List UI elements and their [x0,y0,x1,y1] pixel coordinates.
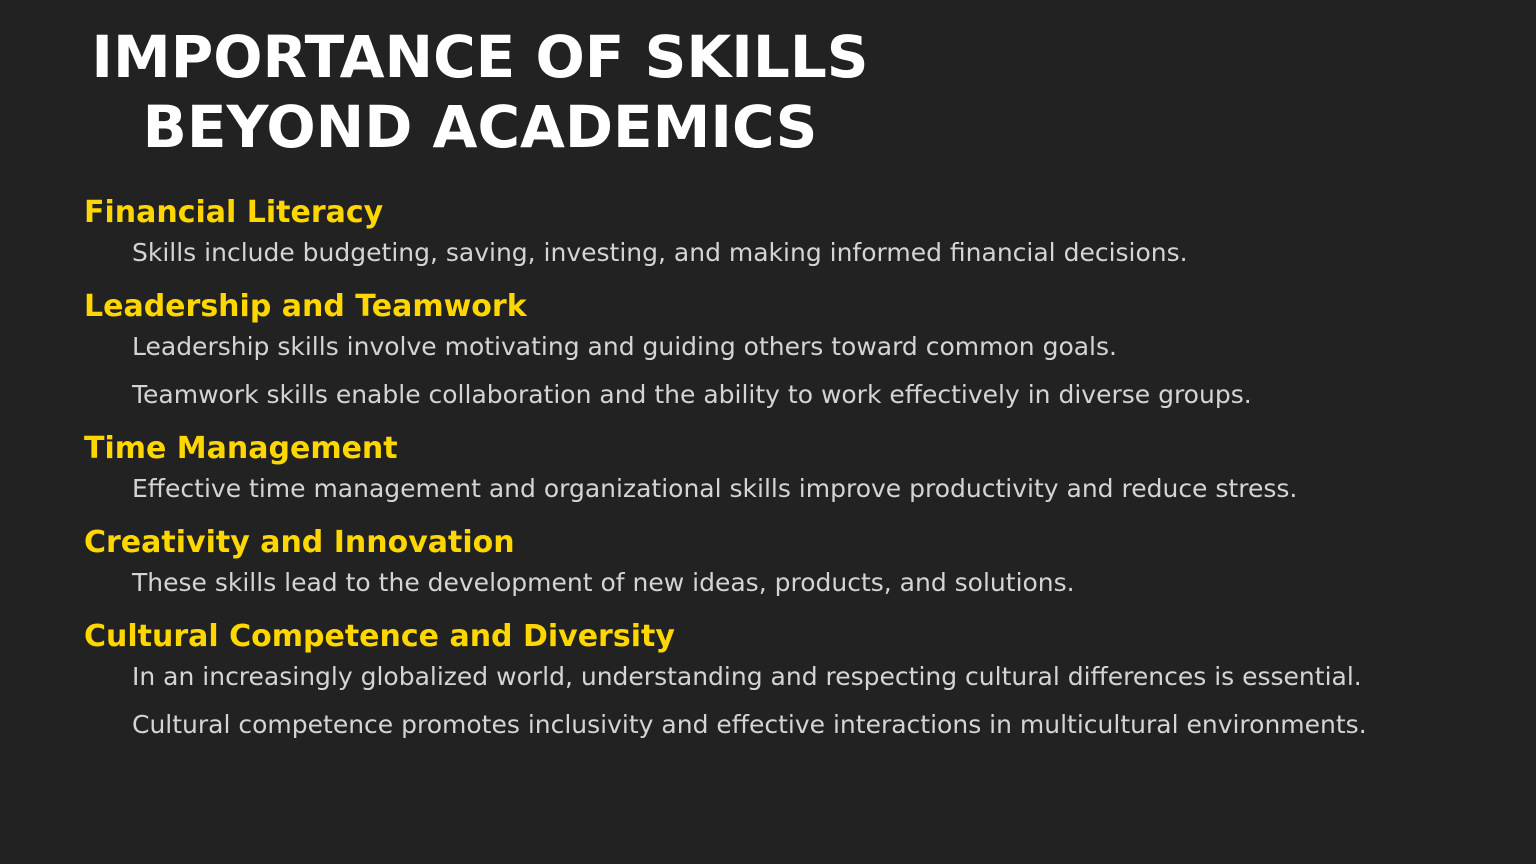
section-heading: Creativity and Innovation [84,525,515,560]
section-heading: Cultural Competence and Diversity [84,619,675,654]
section-leadership-teamwork: Leadership and Teamwork Leadership skill… [84,286,1524,410]
section-time-management: Time Management Effective time managemen… [84,428,1524,504]
slide-title-line-2: BEYOND ACADEMICS [142,93,818,161]
slide-content: Financial Literacy Skills include budget… [84,192,1524,758]
section-creativity-innovation: Creativity and Innovation These skills l… [84,522,1524,598]
slide-title-line-1: IMPORTANCE OF SKILLS [91,23,869,91]
section-point: Cultural competence promotes inclusivity… [132,710,1367,739]
section-heading: Financial Literacy [84,195,384,230]
section-financial-literacy: Financial Literacy Skills include budget… [84,192,1524,268]
section-heading: Leadership and Teamwork [84,289,527,324]
section-heading: Time Management [84,431,398,466]
section-point: In an increasingly globalized world, und… [132,662,1362,691]
section-point: Effective time management and organizati… [132,474,1298,503]
section-point: These skills lead to the development of … [132,568,1075,597]
section-point: Teamwork skills enable collaboration and… [132,380,1252,409]
section-cultural-competence: Cultural Competence and Diversity In an … [84,616,1524,740]
section-point: Leadership skills involve motivating and… [132,332,1117,361]
slide-title: IMPORTANCE OF SKILLS BEYOND ACADEMICS [0,22,960,162]
section-point: Skills include budgeting, saving, invest… [132,238,1188,267]
